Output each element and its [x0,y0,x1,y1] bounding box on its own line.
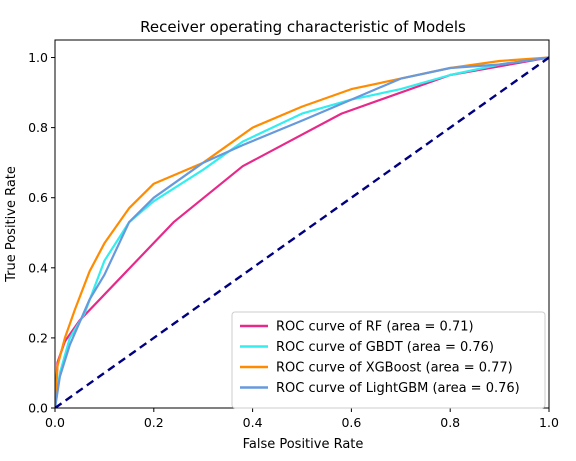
legend-entry: ROC curve of RF (area = 0.71) [276,320,474,335]
x-tick-label: 0.6 [341,415,361,430]
plot-area [55,56,549,408]
x-tick-label: 0.8 [440,415,460,430]
x-tick-label: 1.0 [539,415,559,430]
y-tick-label: 0.2 [28,330,48,345]
diagonal-reference-line [55,56,549,408]
y-tick-label: 0.6 [28,190,48,205]
y-tick-label: 0.0 [28,401,48,416]
series-line-3 [55,56,549,408]
legend-entry: ROC curve of XGBoost (area = 0.77) [276,361,513,376]
legend: ROC curve of RF (area = 0.71) ROC curve o… [231,311,546,409]
x-axis-label: False Positive Rate [243,437,364,452]
series-line-1 [55,56,549,408]
legend-entry: ROC curve of LightGBM (area = 0.76) [276,381,520,396]
legend-box [231,311,546,409]
chart-title: Receiver operating characteristic of Mod… [140,18,466,36]
y-tick-label: 0.8 [28,120,48,135]
y-axis-label: True Positive Rate [4,166,19,283]
y-tick-label: 0.4 [28,260,48,275]
legend-entry: ROC curve of GBDT (area = 0.76) [276,340,494,355]
y-tick-label: 1.0 [28,50,48,65]
x-tick-label: 0.2 [144,415,164,430]
x-tick-label: 0.0 [45,415,65,430]
x-tick-label: 0.4 [243,415,263,430]
